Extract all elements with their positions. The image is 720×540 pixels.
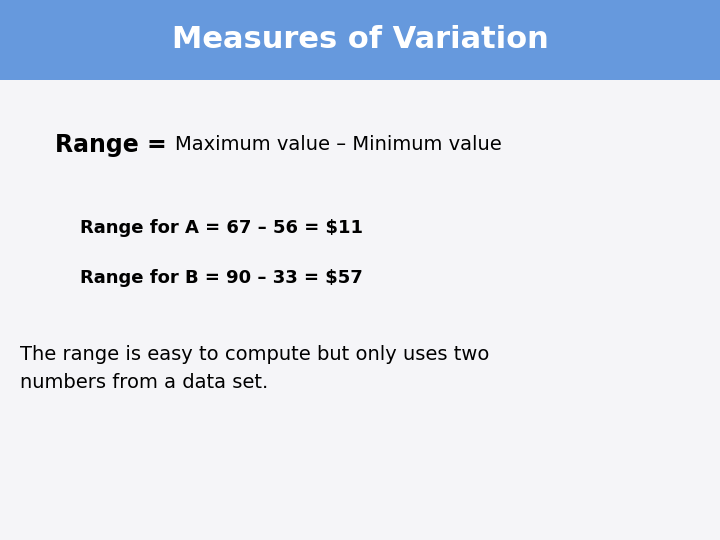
- Bar: [0, 0, 720, 80]
- Text: Maximum value – Minimum value: Maximum value – Minimum value: [175, 136, 502, 154]
- Text: Range =: Range =: [55, 133, 175, 157]
- Text: Measures of Variation: Measures of Variation: [171, 25, 549, 55]
- Text: Range for A = 67 – 56 = $11: Range for A = 67 – 56 = $11: [80, 219, 363, 237]
- Text: The range is easy to compute but only uses two
numbers from a data set.: The range is easy to compute but only us…: [20, 345, 490, 391]
- Text: Range for B = 90 – 33 = $57: Range for B = 90 – 33 = $57: [80, 269, 363, 287]
